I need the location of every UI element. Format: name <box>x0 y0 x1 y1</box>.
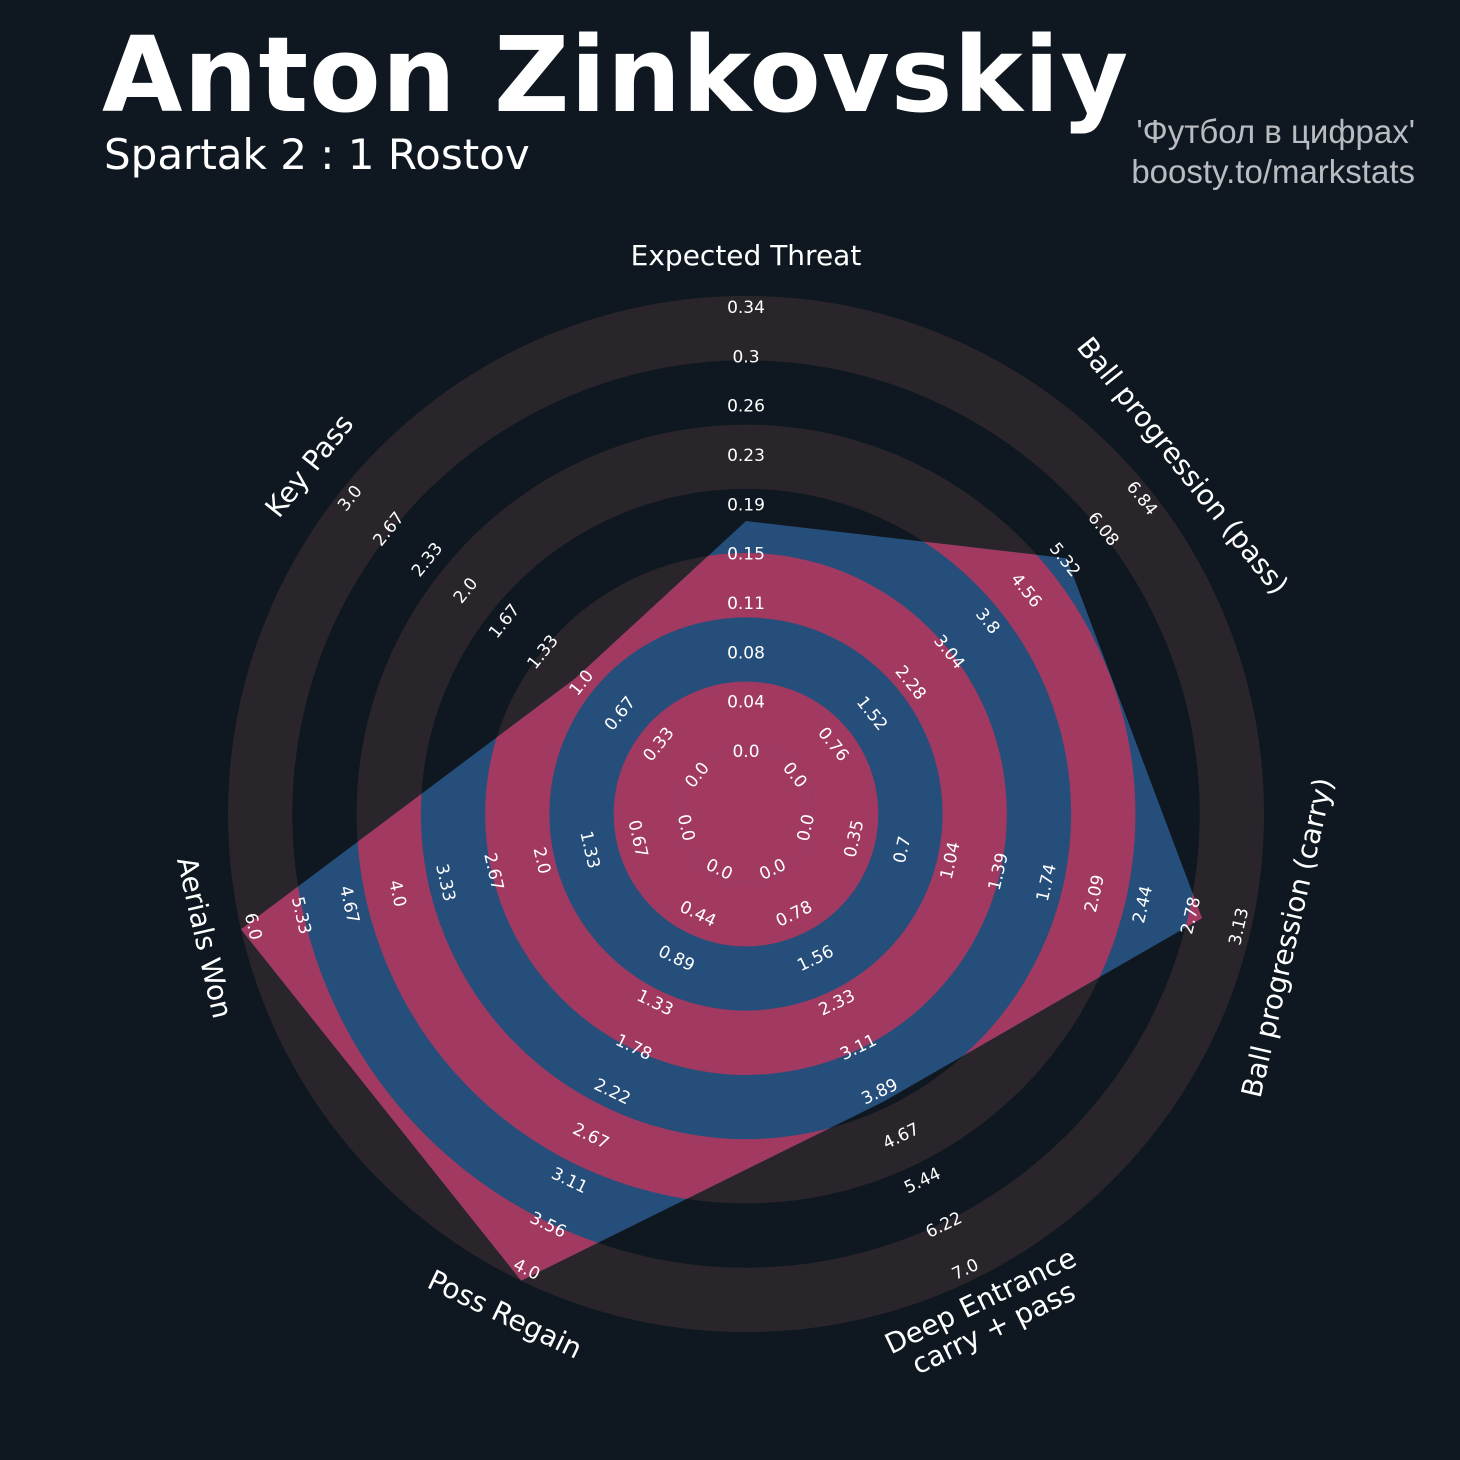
radar-ring-highlight <box>613 681 879 947</box>
player-name-title: Anton Zinkovskiy <box>102 14 1130 136</box>
radar-rings-highlight <box>241 521 1202 1281</box>
tick-label: 0.08 <box>727 643 765 663</box>
match-subtitle: Spartak 2 : 1 Rostov <box>104 130 530 179</box>
credit-block: 'Футбол в цифрах' boosty.to/markstats <box>1131 112 1415 192</box>
tick-label: 0.26 <box>727 397 765 417</box>
credit-line-1: 'Футбол в цифрах' <box>1136 113 1415 150</box>
tick-label: 0.15 <box>727 545 765 565</box>
tick-label: 0.0 <box>732 742 759 762</box>
tick-label: 0.3 <box>732 347 759 367</box>
tick-label: 0.04 <box>727 693 765 713</box>
axis-label: Expected Threat <box>631 239 862 272</box>
radar-center-highlight <box>678 746 814 882</box>
axis-label: Aerials Won <box>170 854 239 1022</box>
credit-line-2: boosty.to/markstats <box>1131 153 1415 190</box>
tick-label: 0.23 <box>727 446 765 466</box>
tick-label: 5.44 <box>901 1164 944 1198</box>
tick-label: 0.19 <box>727 495 765 515</box>
tick-label: 0.34 <box>727 298 765 318</box>
tick-label: 0.11 <box>727 594 765 614</box>
